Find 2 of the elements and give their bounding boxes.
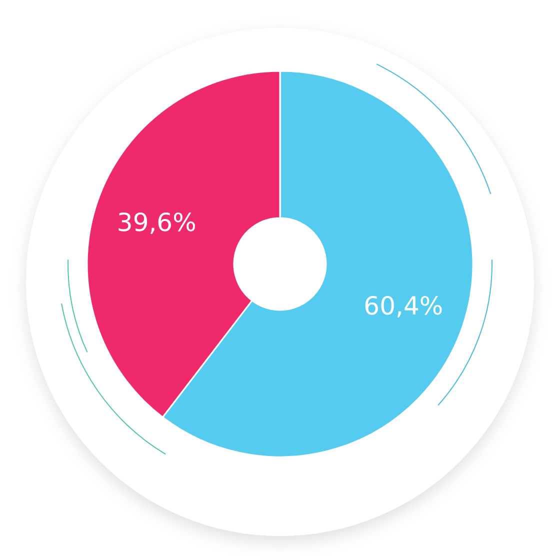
data-label: 39,6% [116,208,196,237]
data-label: 60,4% [364,292,444,321]
